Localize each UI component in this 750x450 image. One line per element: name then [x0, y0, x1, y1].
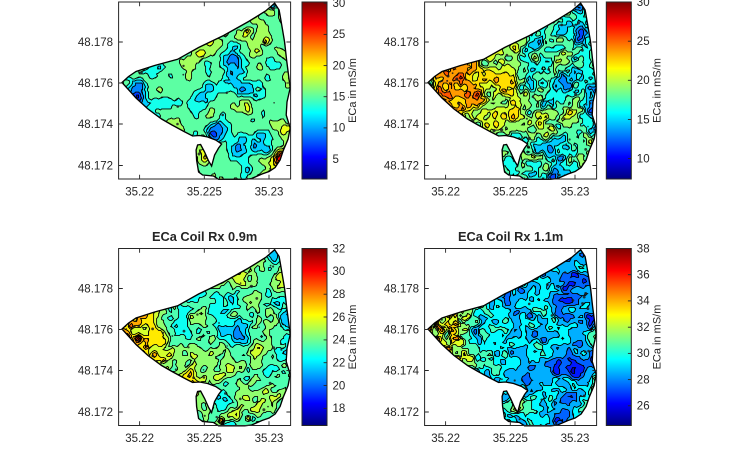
svg-text:24: 24	[333, 335, 346, 347]
svg-text:48.176: 48.176	[78, 324, 113, 336]
svg-text:48.172: 48.172	[384, 160, 419, 172]
svg-text:15: 15	[637, 114, 650, 126]
svg-text:48.172: 48.172	[78, 160, 113, 172]
svg-text:35.22: 35.22	[431, 186, 460, 198]
svg-text:30: 30	[333, 0, 346, 10]
svg-text:ECa in mS/m: ECa in mS/m	[651, 58, 663, 123]
svg-text:ECa Coil Rx 0.9m: ECa Coil Rx 0.9m	[152, 229, 257, 244]
svg-text:48.176: 48.176	[384, 78, 419, 90]
svg-text:48.178: 48.178	[78, 283, 113, 295]
svg-text:ECa in mS/m: ECa in mS/m	[347, 305, 359, 370]
svg-text:30: 30	[637, 0, 650, 9]
svg-text:48.174: 48.174	[78, 119, 114, 131]
svg-text:48.174: 48.174	[78, 365, 114, 377]
svg-text:35.225: 35.225	[493, 433, 528, 445]
svg-text:48.176: 48.176	[384, 324, 419, 336]
svg-text:32: 32	[333, 243, 346, 255]
svg-text:20: 20	[637, 75, 650, 87]
svg-text:48.178: 48.178	[78, 37, 113, 49]
svg-text:48.174: 48.174	[384, 119, 420, 131]
svg-text:ECa in mS/m: ECa in mS/m	[651, 305, 663, 370]
svg-text:35.225: 35.225	[493, 186, 528, 198]
svg-text:25: 25	[333, 29, 346, 41]
svg-text:5: 5	[333, 154, 339, 166]
svg-text:48.172: 48.172	[384, 407, 419, 419]
svg-text:15: 15	[333, 92, 346, 104]
svg-text:36: 36	[637, 270, 650, 282]
svg-text:30: 30	[637, 348, 650, 360]
svg-text:28: 28	[333, 289, 346, 301]
svg-text:48.178: 48.178	[384, 283, 419, 295]
svg-text:35.22: 35.22	[125, 433, 154, 445]
svg-text:48.174: 48.174	[384, 365, 420, 377]
svg-text:34: 34	[637, 296, 650, 308]
svg-text:48.178: 48.178	[384, 37, 419, 49]
svg-text:20: 20	[333, 60, 346, 72]
svg-text:10: 10	[637, 153, 650, 165]
svg-text:ECa in mS/m: ECa in mS/m	[347, 58, 359, 123]
svg-text:25: 25	[637, 36, 650, 48]
svg-text:38: 38	[637, 243, 650, 255]
svg-text:35.23: 35.23	[561, 186, 590, 198]
svg-text:22: 22	[333, 358, 346, 370]
svg-text:48.176: 48.176	[78, 78, 113, 90]
svg-text:35.23: 35.23	[255, 186, 284, 198]
svg-text:18: 18	[333, 403, 346, 415]
svg-text:26: 26	[333, 312, 346, 324]
svg-text:ECa Coil Rx 1.1m: ECa Coil Rx 1.1m	[458, 229, 563, 244]
svg-text:20: 20	[333, 380, 346, 392]
svg-text:48.172: 48.172	[78, 407, 113, 419]
svg-text:32: 32	[637, 322, 650, 334]
svg-text:30: 30	[333, 266, 346, 278]
svg-text:35.22: 35.22	[431, 433, 460, 445]
svg-text:35.225: 35.225	[187, 186, 222, 198]
svg-text:10: 10	[333, 123, 346, 135]
svg-text:28: 28	[637, 374, 650, 386]
svg-text:35.225: 35.225	[187, 433, 222, 445]
svg-text:26: 26	[637, 401, 650, 413]
svg-text:35.23: 35.23	[561, 433, 590, 445]
svg-text:35.23: 35.23	[255, 433, 284, 445]
svg-text:35.22: 35.22	[125, 186, 154, 198]
